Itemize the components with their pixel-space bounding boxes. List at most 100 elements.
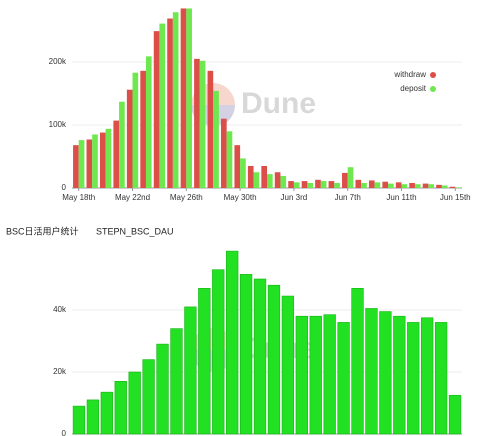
bar (132, 72, 139, 188)
bar (379, 311, 392, 435)
bar (234, 145, 241, 188)
bar (315, 179, 321, 188)
x-tick-label: May 30th (224, 193, 257, 202)
bar (455, 187, 461, 188)
bar (240, 158, 246, 188)
x-tick-label: Jun 15th (440, 193, 471, 202)
bar (281, 295, 295, 435)
bar (434, 322, 448, 435)
bar (119, 101, 125, 188)
bar (347, 167, 354, 188)
bar (253, 172, 260, 188)
bar (100, 391, 113, 435)
bar (92, 134, 98, 188)
bar (239, 274, 253, 435)
bar (226, 250, 239, 435)
bar (99, 132, 106, 188)
chart-title: BSC日活用户统计 (6, 225, 79, 236)
chart-subtitle: STEPN_BSC_DAU (96, 226, 174, 236)
bar (153, 31, 160, 188)
bar (226, 131, 233, 188)
bar (184, 306, 197, 435)
y-tick-label: 40k (53, 305, 67, 314)
bar (407, 322, 420, 435)
bar (198, 287, 211, 435)
legend-swatch (430, 86, 436, 92)
x-tick-label: May 18th (62, 193, 95, 202)
bar (105, 128, 112, 188)
x-tick-label: May 26th (170, 193, 203, 202)
bar (199, 60, 206, 188)
legend-swatch (430, 72, 436, 78)
legend-label: withdraw (393, 70, 426, 79)
bar (409, 182, 415, 188)
y-tick-label: 20k (53, 367, 67, 376)
bar (72, 405, 86, 435)
bar (449, 186, 456, 188)
bar (280, 176, 287, 188)
bar (113, 120, 120, 188)
bar (186, 8, 192, 189)
bar (247, 165, 254, 188)
bar (167, 18, 173, 189)
y-tick-label: 0 (62, 429, 67, 436)
bar (393, 315, 406, 435)
bar (156, 343, 169, 435)
bar (448, 394, 462, 435)
bar (114, 380, 127, 435)
bar (142, 359, 155, 435)
bar (295, 315, 308, 435)
x-tick-label: Jun 3rd (281, 193, 308, 202)
bar (320, 181, 327, 188)
bar (395, 182, 402, 188)
y-tick-label: 200k (49, 57, 67, 66)
bar (267, 174, 273, 188)
bar (436, 184, 442, 188)
watermark: Dune (241, 87, 316, 120)
bar (293, 182, 300, 188)
bar (401, 184, 408, 188)
bar (441, 185, 448, 188)
bar (253, 278, 267, 435)
bar (309, 315, 322, 435)
bar (207, 70, 214, 188)
bar (307, 182, 313, 188)
x-tick-label: May 22nd (115, 193, 150, 202)
bar (388, 183, 394, 188)
bar (334, 182, 340, 188)
bar (328, 181, 335, 188)
y-tick-label: 100k (49, 120, 67, 129)
bar (73, 145, 79, 188)
bar (337, 322, 350, 435)
legend-label: deposit (400, 84, 427, 93)
bar (288, 181, 294, 188)
bar (194, 58, 200, 188)
x-tick-label: Jun 11th (386, 193, 416, 202)
bar (212, 269, 225, 435)
bar (128, 371, 141, 435)
bar (323, 314, 336, 435)
bar (421, 317, 434, 435)
bar (355, 179, 362, 188)
bar (368, 180, 375, 188)
bar (301, 181, 308, 188)
bar (86, 399, 100, 435)
bar (422, 183, 429, 188)
bar (361, 182, 367, 188)
bar (180, 8, 187, 189)
bar (261, 165, 267, 188)
bar (274, 172, 281, 188)
bar (213, 90, 219, 188)
bar (428, 184, 435, 188)
bar (382, 181, 389, 188)
x-tick-label: Jun 7th (335, 193, 361, 202)
bar (365, 308, 378, 435)
bar (86, 139, 93, 188)
bar (78, 140, 85, 188)
bar (170, 328, 183, 435)
bar (342, 172, 348, 188)
bar (221, 118, 227, 188)
y-tick-label: 0 (62, 183, 67, 192)
bar (374, 182, 381, 188)
